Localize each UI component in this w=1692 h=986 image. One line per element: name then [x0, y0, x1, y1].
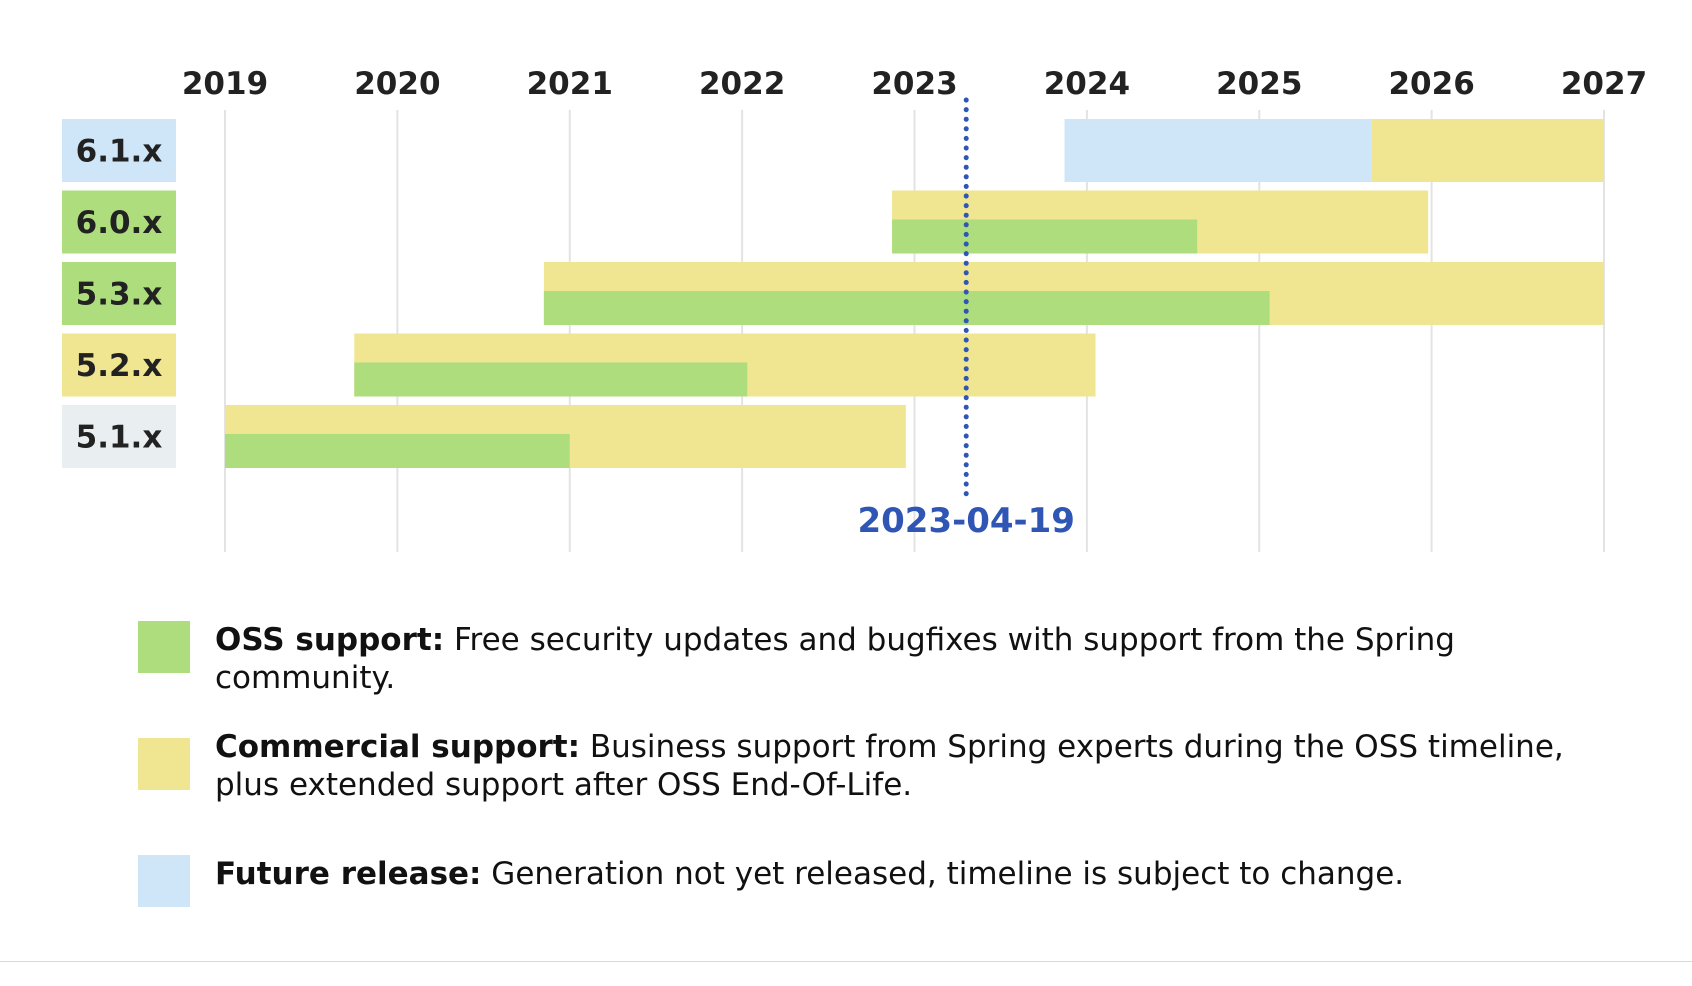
bar-commercial-6.1.x [1371, 119, 1604, 182]
legend-title-commercial: Commercial support: [215, 729, 581, 765]
x-tick-label-2023: 2023 [871, 66, 957, 102]
legend-item-oss: OSS support: Free security updates and b… [138, 621, 1635, 697]
version-label-bg-5.1.x [62, 405, 176, 468]
legend-desc-oss: Free security updates and bugfixes with … [215, 622, 1455, 696]
legend-swatch-future [138, 855, 190, 907]
x-tick-label-2027: 2027 [1561, 66, 1647, 102]
version-label-bg-5.2.x [62, 333, 176, 397]
legend-desc-commercial: Business support from Spring experts dur… [215, 729, 1564, 803]
legend-title-oss: OSS support: [215, 622, 445, 658]
version-label-bg-5.3.x [62, 262, 176, 325]
legend-item-commercial: Commercial support: Business support fro… [138, 728, 1635, 804]
today-marker-label: 2023-04-19 [857, 501, 1074, 541]
version-label-bg-6.1.x [62, 119, 176, 182]
support-timeline-chart: 2019 2020 2021 2022 2023 2024 2025 2026 2027 6.1.… [62, 66, 1647, 552]
bar-future-6.1.x [1064, 119, 1372, 182]
version-label-6.0.x: 6.0.x [76, 205, 163, 241]
legend-desc-future: Generation not yet released, timeline is… [481, 856, 1405, 892]
legend-title-future: Future release: [215, 856, 482, 892]
version-label-6.1.x: 6.1.x [76, 134, 163, 170]
x-tick-label-2021: 2021 [527, 66, 613, 102]
legend-item-future: Future release: Generation not yet relea… [138, 855, 1635, 907]
bar-oss-5.1.x [225, 434, 570, 468]
x-tick-label-2024: 2024 [1044, 66, 1130, 102]
x-tick-label-2025: 2025 [1216, 66, 1302, 102]
version-label-bg-6.0.x [62, 190, 176, 254]
bar-oss-6.0.x [892, 219, 1198, 254]
x-tick-label-2022: 2022 [699, 66, 785, 102]
x-tick-label-2026: 2026 [1388, 66, 1474, 102]
legend-swatch-commercial [138, 738, 190, 790]
version-label-5.3.x: 5.3.x [76, 277, 163, 313]
bar-oss-5.2.x [354, 362, 748, 397]
bottom-divider [0, 961, 1692, 962]
legend-swatch-oss [138, 621, 190, 673]
x-tick-label-2019: 2019 [182, 66, 268, 102]
version-label-5.2.x: 5.2.x [76, 348, 163, 384]
bar-oss-5.3.x [543, 291, 1270, 325]
version-label-5.1.x: 5.1.x [76, 420, 163, 456]
x-tick-label-2020: 2020 [354, 66, 440, 102]
